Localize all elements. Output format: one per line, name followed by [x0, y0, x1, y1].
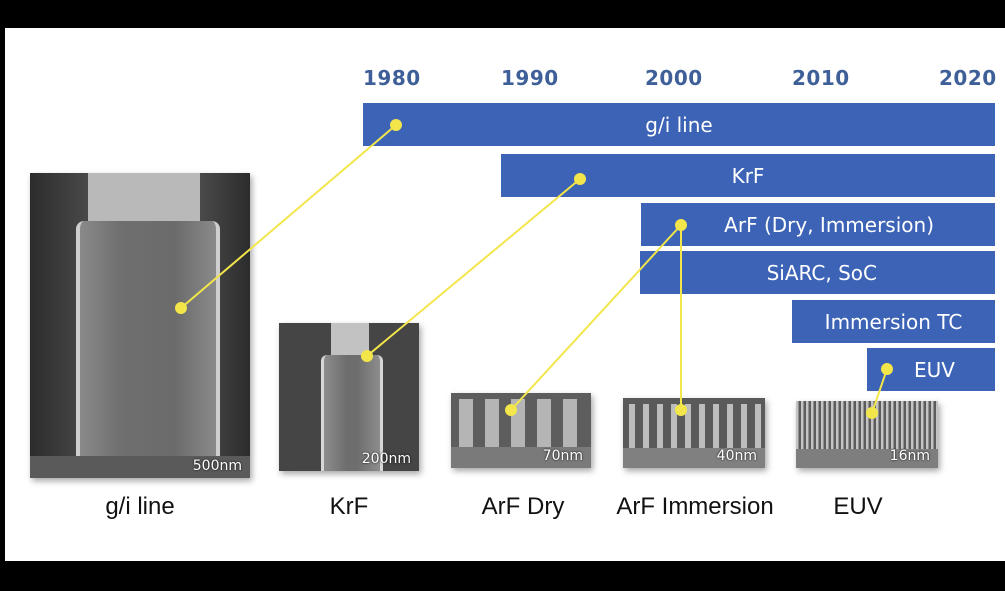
scale-label-40nm: 40nm — [716, 448, 757, 464]
year-label-1990: 1990 — [501, 66, 559, 90]
caption-arf-immersion: ArF Immersion — [616, 493, 774, 520]
caption-gi-line: g/i line — [105, 493, 175, 520]
lithography-timeline-diagram: 1980 1990 2000 2010 2020 g/i line KrF Ar… — [5, 28, 1005, 561]
year-label-2000: 2000 — [645, 66, 703, 90]
year-label-1980: 1980 — [363, 66, 421, 90]
scale-label-500nm: 500nm — [192, 458, 242, 474]
scale-label-16nm: 16nm — [889, 448, 930, 464]
caption-krf: KrF — [329, 493, 369, 520]
sem-image-arf-dry: 70nm — [451, 393, 591, 468]
sem-image-gi-line: 500nm — [30, 173, 250, 478]
year-label-2020: 2020 — [939, 66, 997, 90]
caption-arf-dry: ArF Dry — [481, 493, 565, 520]
timeline-bar-gi-line: g/i line — [363, 103, 995, 146]
timeline-bar-immersion-tc: Immersion TC — [792, 300, 995, 343]
caption-euv: EUV — [833, 493, 883, 520]
timeline-bar-arf: ArF (Dry, Immersion) — [641, 203, 995, 246]
scale-label-200nm: 200nm — [361, 451, 411, 467]
sem-image-euv: 16nm — [796, 401, 938, 468]
timeline-bar-euv: EUV — [867, 348, 995, 391]
timeline-bar-siarc-soc: SiARC, SoC — [640, 251, 995, 294]
sem-image-krf: 200nm — [279, 323, 419, 471]
sem-image-arf-immersion: 40nm — [623, 398, 765, 468]
timeline-bar-krf: KrF — [501, 154, 995, 197]
year-label-2010: 2010 — [792, 66, 850, 90]
scale-label-70nm: 70nm — [542, 448, 583, 464]
